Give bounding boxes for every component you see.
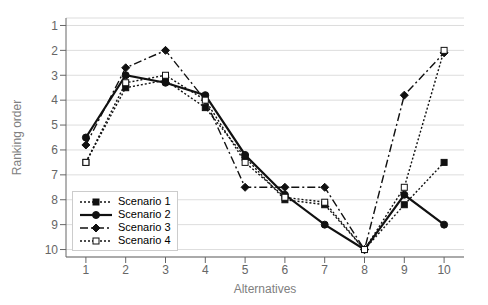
html-text:Scenario 3: Scenario 3 (118, 221, 171, 233)
svg-text:4: 4 (202, 263, 209, 277)
svg-text:3: 3 (51, 69, 58, 83)
svg-text:7: 7 (321, 263, 328, 277)
svg-text:7: 7 (51, 168, 58, 182)
svg-text:2: 2 (51, 44, 58, 58)
svg-text:8: 8 (361, 263, 368, 277)
html-text:Scenario 4: Scenario 4 (118, 234, 171, 246)
svg-text:10: 10 (45, 243, 59, 257)
svg-text:3: 3 (162, 263, 169, 277)
svg-text:6: 6 (51, 143, 58, 157)
svg-text:8: 8 (51, 193, 58, 207)
html-text:Scenario 1: Scenario 1 (118, 195, 171, 207)
svg-text:2: 2 (122, 263, 129, 277)
svg-text:Ranking order: Ranking order (10, 100, 24, 175)
svg-text:9: 9 (401, 263, 408, 277)
svg-text:6: 6 (282, 263, 289, 277)
svg-text:1: 1 (51, 19, 58, 33)
svg-text:1: 1 (83, 263, 90, 277)
html-text:Scenario 2: Scenario 2 (118, 208, 171, 220)
svg-text:5: 5 (242, 263, 249, 277)
svg-text:5: 5 (51, 118, 58, 132)
svg-text:10: 10 (437, 263, 451, 277)
svg-text:Alternatives: Alternatives (234, 282, 297, 296)
svg-text:4: 4 (51, 93, 58, 107)
svg-text:9: 9 (51, 218, 58, 232)
